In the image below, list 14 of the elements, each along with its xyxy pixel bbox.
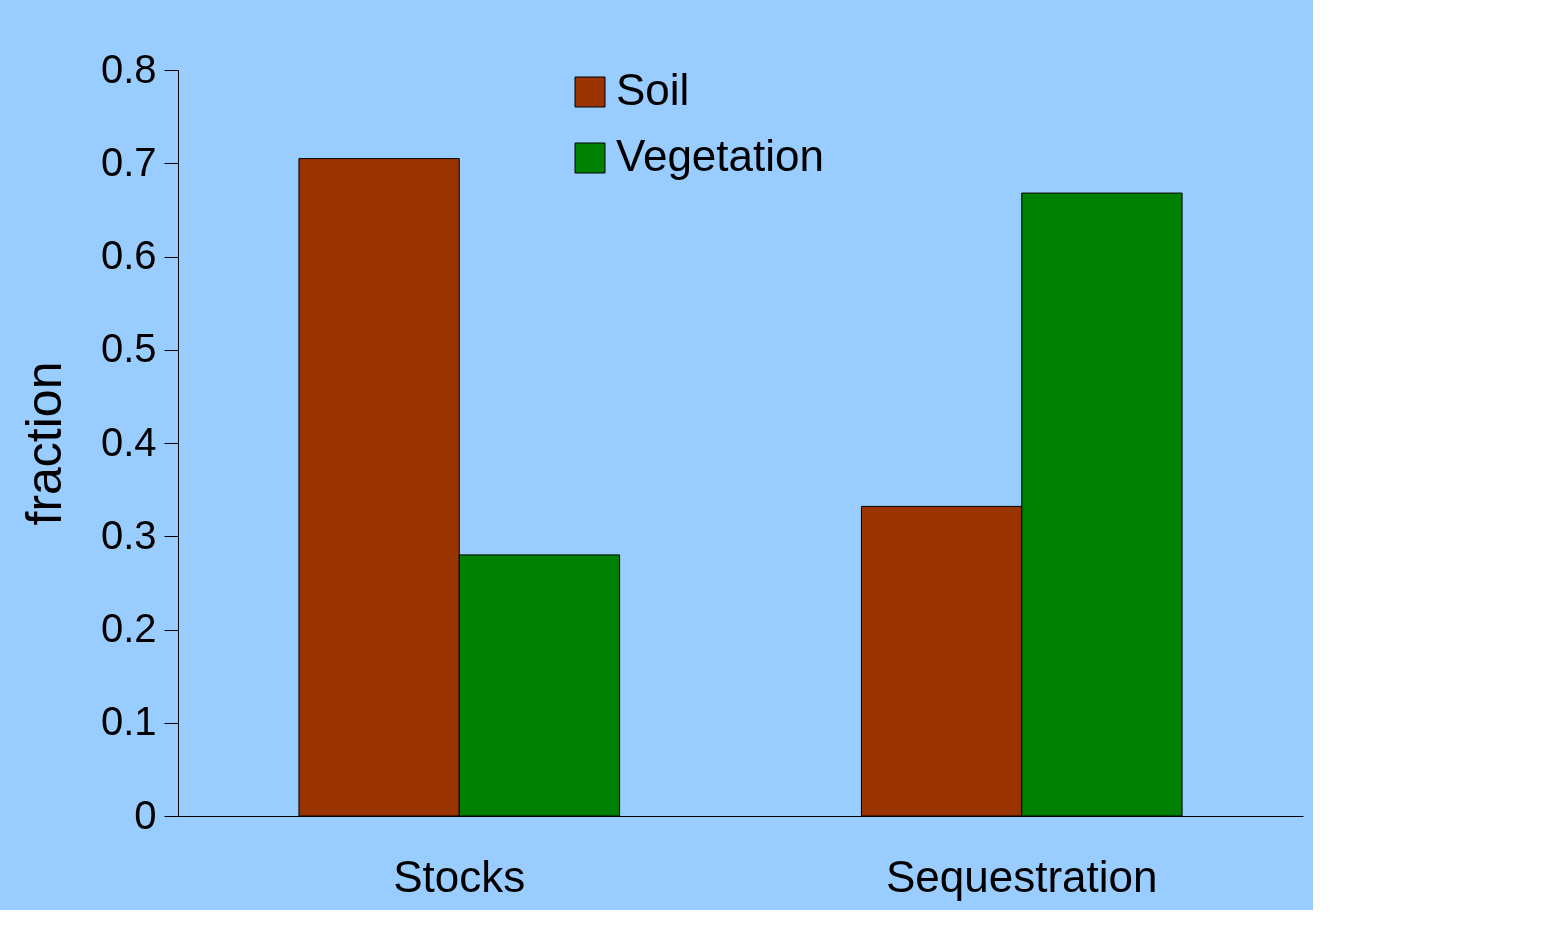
y-tick-label: 0.7 [100, 139, 157, 184]
y-tick-label: 0.3 [100, 512, 157, 557]
y-tick-label: 0.1 [100, 699, 157, 744]
y-tick-label: 0.8 [100, 46, 157, 91]
x-tick-label: Sequestration [885, 851, 1158, 901]
legend-label: Soil [616, 65, 690, 114]
legend-label: Vegetation [616, 131, 824, 180]
y-tick-label: 0.5 [100, 326, 157, 371]
y-tick-label: 0 [134, 792, 157, 837]
y-tick-label: 0.4 [100, 419, 157, 464]
x-tick-label: Stocks [393, 851, 526, 901]
y-axis-title: fraction [15, 361, 72, 526]
y-tick-label: 0.2 [100, 606, 157, 650]
y-tick-label: 0.6 [100, 233, 157, 277]
